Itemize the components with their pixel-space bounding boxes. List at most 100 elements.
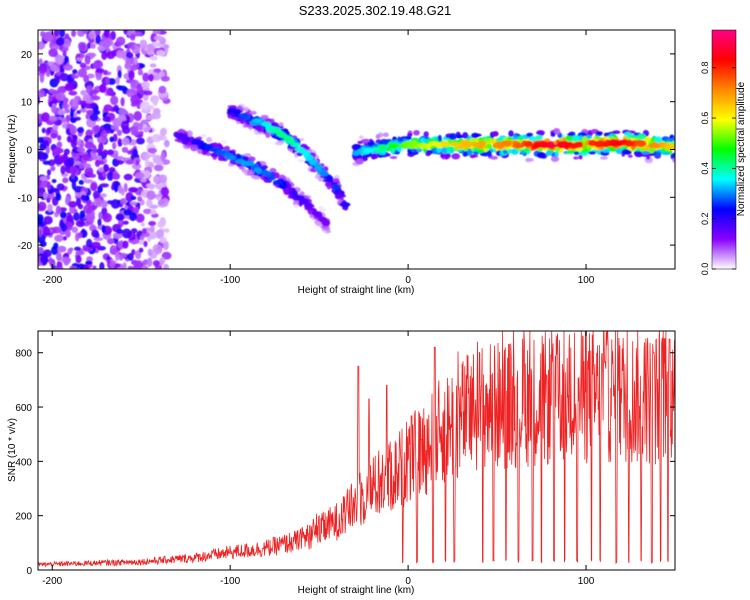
spectrogram-blob [503,142,511,147]
spectrogram-blob [150,209,157,215]
spectrogram-blob [143,240,148,248]
spectrogram-blob [296,194,305,201]
spectrogram-blob [48,115,58,122]
spectrogram-blob [39,143,47,151]
spectrogram-blob [70,138,78,149]
spectrogram-x-ticks: -200 -100 0 100 [42,30,595,286]
spectrogram-blob [86,199,92,206]
spectrogram-blob [625,142,635,146]
spectrogram-blob [96,155,102,161]
spectrogram-blob [97,185,103,193]
spectrogram-blob [177,133,187,138]
snr-x-tick-label: 100 [578,576,595,587]
spectrogram-blob [163,139,170,148]
spectrogram-blob [449,142,460,147]
spectrogram-blob [80,194,86,201]
spectrogram-blob [38,192,43,198]
spectrogram-blob [157,135,167,141]
spectrogram-blob [145,183,154,188]
spectrogram-blob [135,137,145,145]
spectrogram-blob [308,159,319,164]
spectrogram-blob [437,134,442,142]
spectrogram-blob [85,260,93,265]
spectrogram-blob [142,153,152,158]
snr-frame [38,331,675,570]
spectrogram-blob [358,135,364,140]
spectrogram-blob [284,136,294,143]
spectrogram-blob [334,193,343,199]
spectrogram-blob [78,163,85,169]
spectrogram-blob [131,239,137,245]
spectrogram-blob [109,136,115,143]
spectrogram-blob [440,154,447,158]
spectrogram-blob [212,142,218,148]
spectrogram-blob [76,57,83,62]
spectrogram-blob [130,94,140,105]
spectrogram-blob [57,135,62,141]
spectrogram-blob [38,150,45,160]
spectrogram-blob [228,156,237,161]
spectrogram-blob [147,147,157,154]
spectrogram-blob [67,200,78,208]
spectrogram-blob [76,110,81,115]
spectrogram-blob [641,150,651,155]
spectrogram-blob [73,212,80,222]
spectrogram-blob [612,130,621,135]
spectrogram-blob [513,134,518,138]
spectrogram-blob [122,220,129,225]
spectrogram-blob [267,176,276,181]
spectrogram-blob [255,126,260,130]
spectrogram-blob [42,160,51,165]
spectrogram-blob [297,147,305,152]
spectrogram-blob [299,138,305,142]
spectrogram-blob [129,212,137,222]
spectrogram-blob [288,187,296,192]
spectrogram-blob [62,50,67,58]
spectrogram-blob [149,55,158,61]
spectrogram-blob [38,64,48,74]
snr-border [37,330,676,571]
spectrogram-blob [654,151,662,157]
spectrogram-blob [390,142,399,149]
spectrogram-blob [55,76,61,84]
spectrogram-blob [65,114,70,123]
spectrogram-blob [471,132,480,139]
spectrogram-blob [143,90,153,96]
spectrogram-blob [554,150,559,157]
spectrogram-blob [526,132,534,137]
spectrogram-blob [110,95,119,106]
spectrogram-blob [319,171,329,177]
spectrogram-blob [83,75,90,83]
spectrogram-blob [152,30,161,35]
spectrogram-blob [52,124,59,131]
spectrogram-blob [54,67,60,73]
spectrogram-blob [269,167,277,174]
spectrogram-blob [71,30,77,37]
spectrogram-blob [241,119,246,124]
spectrogram-blob [83,179,94,184]
spectrogram-blob [423,131,429,138]
spectrogram-blob [278,122,284,127]
spectrogram-blob [298,158,305,163]
spectrogram-blob [156,249,161,255]
spectrogram-blob [93,124,101,133]
spectrogram-blob [65,229,71,238]
spectrogram-blob [532,143,540,148]
snr-y-tick-label: 0 [26,566,32,577]
spectrogram-blob [137,69,144,76]
spectrogram-blob [135,213,145,223]
spectrogram-blob [38,89,46,98]
figure-title: S233.2025.302.19.48.G21 [299,3,452,18]
spectrogram-blob [105,77,110,85]
spectrogram-blob [135,159,140,166]
spectrogram-blob [201,149,208,155]
spectrogram-blob [68,90,78,96]
spectrogram-blob [462,132,469,139]
spectrogram-blob [115,155,124,161]
spectrogram-blob [382,132,389,138]
colorbar-gradient [711,29,737,270]
spectrogram-blob [491,130,499,137]
snr-xlabel: Height of straight line (km) [298,585,415,596]
spectrogram-blob [134,172,145,179]
